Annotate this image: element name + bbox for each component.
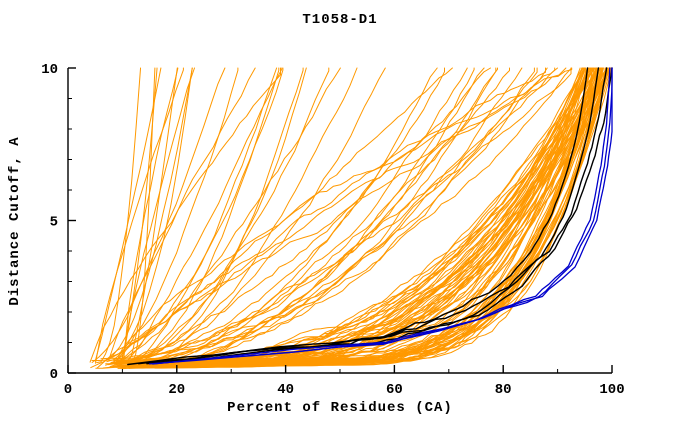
y-axis-ticks: 0 5 10 [41,62,76,383]
x-tick-label: 100 [599,382,624,398]
y-tick-label: 0 [50,367,58,383]
x-tick-label: 20 [168,382,185,398]
x-tick-label: 40 [277,382,294,398]
y-tick-label: 10 [41,62,58,78]
series-model-curves [89,67,612,370]
y-tick-label: 5 [50,215,58,231]
x-tick-label: 0 [64,382,72,398]
x-tick-label: 60 [386,382,403,398]
series-highlight-blue [148,67,613,365]
x-axis-ticks: 0 20 40 60 80 100 [64,365,625,398]
chart-title: T1058-D1 [302,12,378,28]
x-tick-label: 80 [495,382,512,398]
x-axis-label: Percent of Residues (CA) [227,400,453,416]
